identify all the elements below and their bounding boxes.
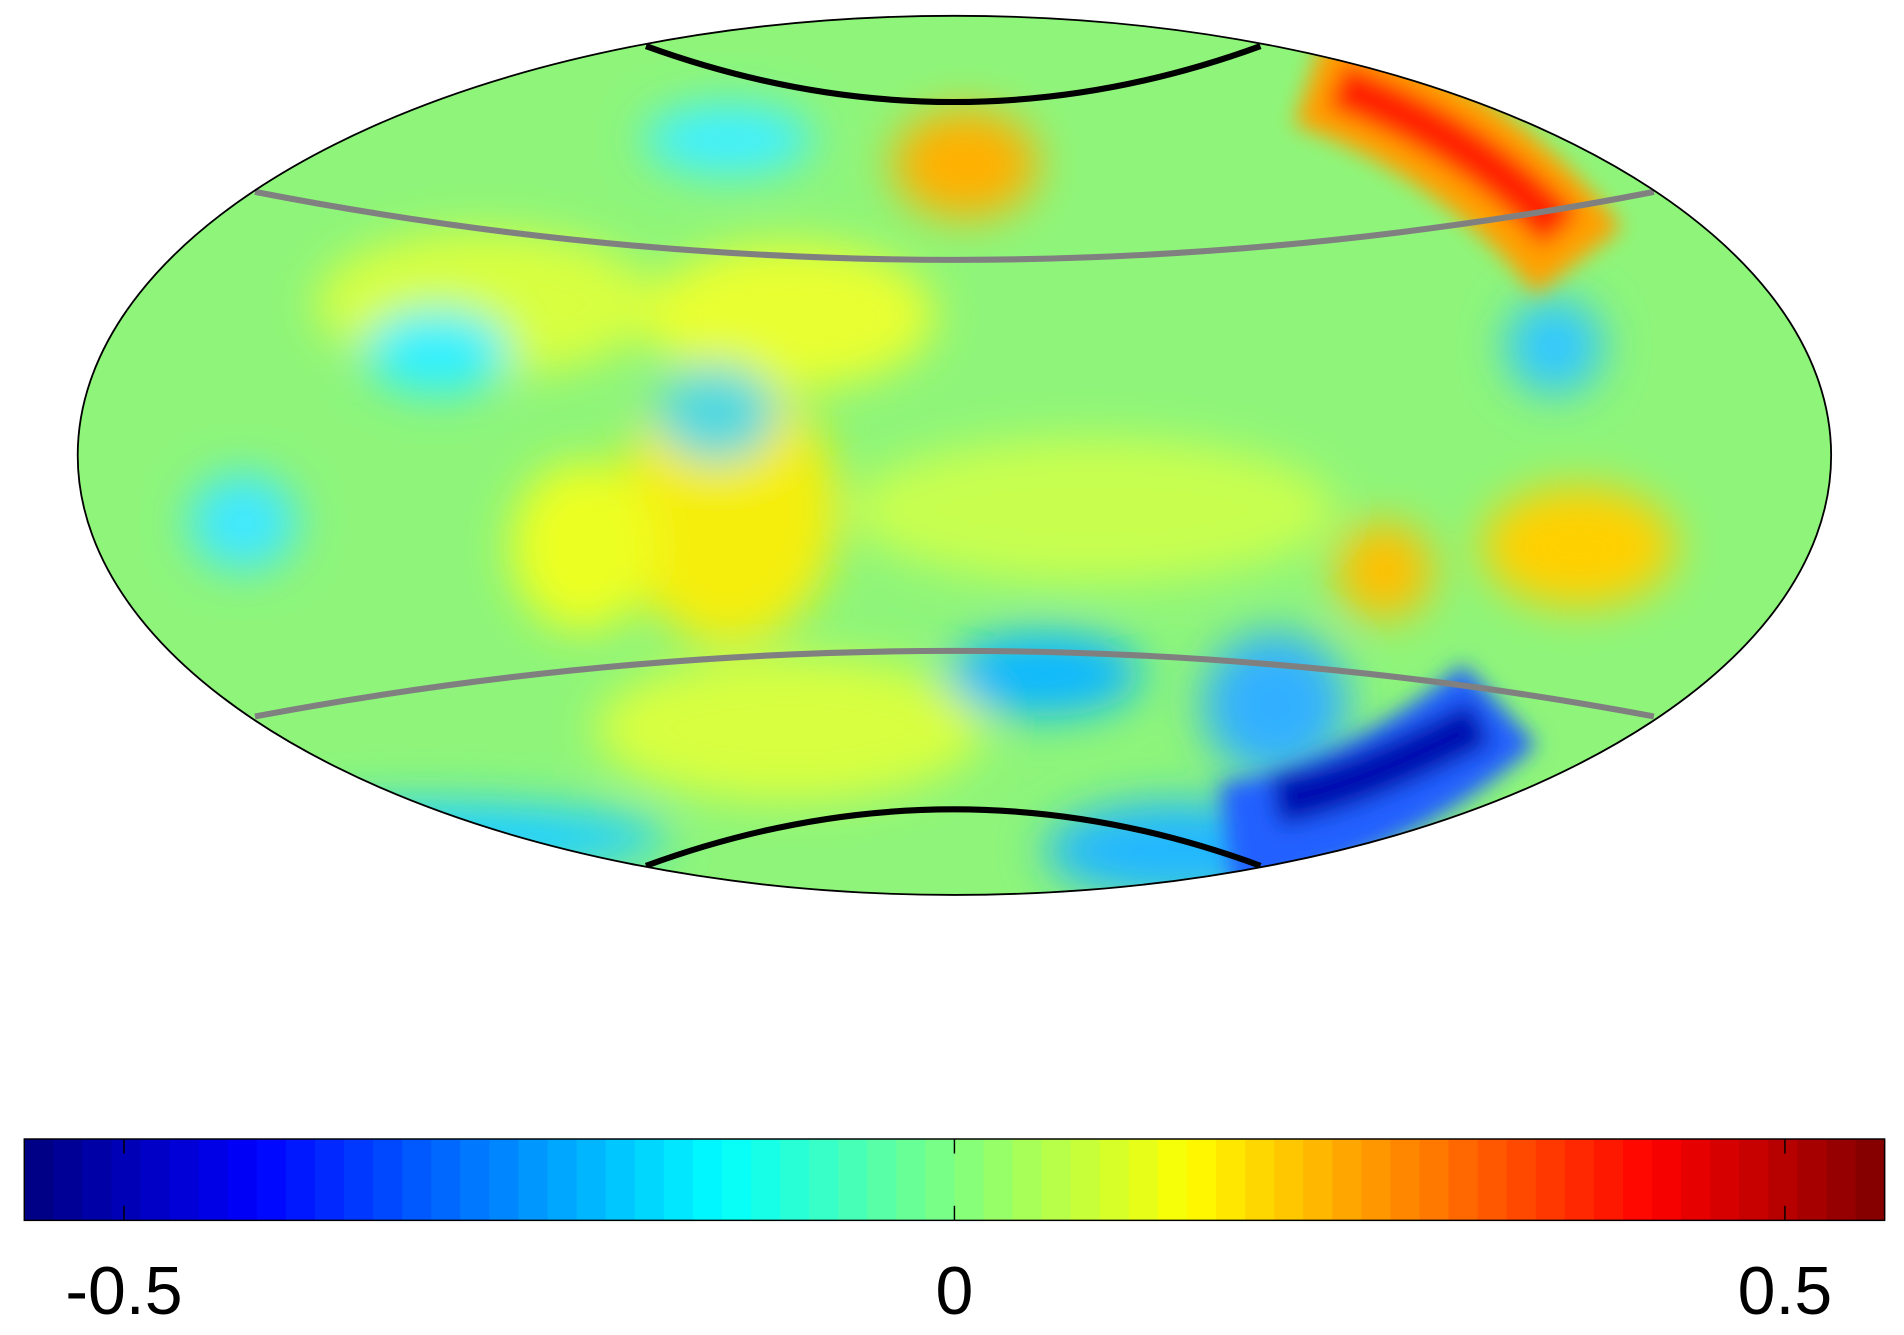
colorbar-cell (402, 1139, 432, 1221)
colorbar-cell (1245, 1139, 1275, 1221)
colorbar-cell (344, 1139, 374, 1221)
colorbar-cell (925, 1139, 956, 1221)
colorbar-tick-label: 0.5 (1738, 1253, 1833, 1329)
colorbar-cell (1274, 1139, 1304, 1221)
colorbar-cell (140, 1139, 171, 1221)
colorbar-cell (1448, 1139, 1479, 1221)
colorbar-cell (198, 1139, 229, 1221)
colorbar-cell (547, 1139, 578, 1221)
latitude-line (254, 188, 1655, 263)
latitude-line (644, 806, 1262, 869)
colorbar-cell (82, 1139, 113, 1221)
colorbar-cell (576, 1139, 607, 1221)
colorbar-cell (1041, 1139, 1072, 1221)
colorbar-cell (518, 1139, 549, 1221)
colorbar-cell (1593, 1139, 1624, 1221)
colorbar-cell (1826, 1139, 1857, 1221)
colorbar-cell (1419, 1139, 1450, 1221)
colorbar-cell (780, 1139, 810, 1221)
colorbar-cell (111, 1139, 142, 1221)
colorbar-cell (750, 1139, 781, 1221)
colorbar-cell (809, 1139, 839, 1221)
colorbar-cell (169, 1139, 200, 1221)
sky-map (77, 15, 1832, 895)
map-extremes (1218, 21, 1622, 893)
colorbar-cell (1186, 1139, 1217, 1221)
map-outline (76, 14, 1833, 896)
colorbar-cell (634, 1139, 665, 1221)
colorbar-cell (1710, 1139, 1740, 1221)
colorbar-cell (1739, 1139, 1770, 1221)
colorbar-cell (1332, 1139, 1363, 1221)
colorbar-cell (1855, 1139, 1886, 1221)
colorbar-cell (838, 1139, 868, 1221)
colorbar-cell (227, 1139, 258, 1221)
colorbar-cell (1564, 1139, 1595, 1221)
colorbar-cell (1390, 1139, 1421, 1221)
latitude-line (254, 647, 1655, 720)
colorbar-cell (605, 1139, 636, 1221)
colorbar-cell (1797, 1139, 1828, 1221)
colorbar-cell (1012, 1139, 1043, 1221)
colorbar: -0.5 0 0.5 (23, 1138, 1886, 1329)
colorbar-cell (1477, 1139, 1508, 1221)
colorbar-cell (1303, 1139, 1334, 1221)
colorbar-cell (285, 1139, 316, 1221)
colorbar-cell (867, 1139, 898, 1221)
colorbar-cell (983, 1139, 1014, 1221)
colorbar-cell (663, 1139, 694, 1221)
colorbar-cell (1506, 1139, 1537, 1221)
latitude-line (644, 43, 1262, 106)
colorbar-cell (954, 1139, 985, 1221)
colorbar-cell (1099, 1139, 1130, 1221)
colorbar-cell (1216, 1139, 1246, 1221)
colorbar-cell (1681, 1139, 1711, 1221)
colorbar-cell (1768, 1139, 1799, 1221)
colorbar-cell (431, 1139, 462, 1221)
colorbar-cell (1361, 1139, 1392, 1221)
colorbar-cell (692, 1139, 723, 1221)
colorbar-tick-label: 0 (936, 1253, 974, 1329)
colorbar-cell (1128, 1139, 1159, 1221)
colorbar-cell (721, 1139, 752, 1221)
colorbar-cell (896, 1139, 927, 1221)
colorbar-cell (256, 1139, 287, 1221)
colorbar-cell (1622, 1139, 1653, 1221)
colorbar-cell (489, 1139, 520, 1221)
colorbar-cell (1157, 1139, 1188, 1221)
colorbar-cell (460, 1139, 491, 1221)
colorbar-cell (53, 1139, 84, 1221)
colorbar-cell (24, 1139, 55, 1221)
colorbar-cell (373, 1139, 403, 1221)
colorbar-cell (1070, 1139, 1101, 1221)
colorbar-cell (1652, 1139, 1682, 1221)
colorbar-tick-label: -0.5 (65, 1253, 182, 1329)
colorbar-cell (314, 1139, 345, 1221)
colorbar-cell (1535, 1139, 1566, 1221)
